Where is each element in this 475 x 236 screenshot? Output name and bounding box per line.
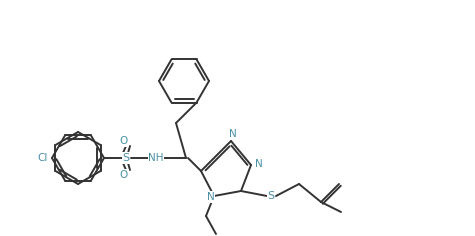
Text: N: N	[207, 192, 215, 202]
Text: Cl: Cl	[38, 153, 48, 163]
Text: O: O	[120, 136, 128, 146]
Text: N: N	[229, 129, 237, 139]
Text: O: O	[120, 170, 128, 180]
Text: S: S	[123, 153, 130, 163]
Text: N: N	[255, 159, 263, 169]
Text: NH: NH	[148, 153, 164, 163]
Text: S: S	[267, 191, 275, 201]
